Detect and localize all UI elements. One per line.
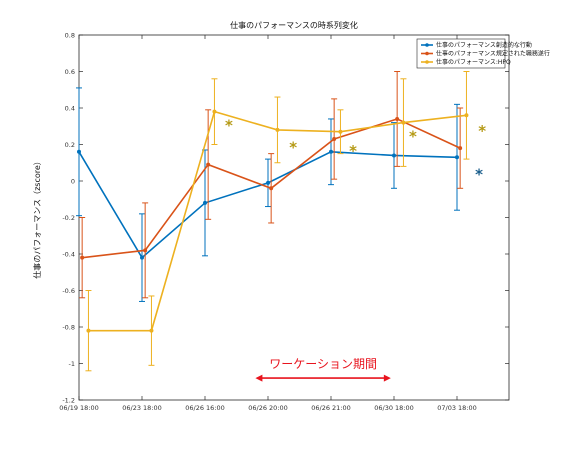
data-point <box>338 129 343 134</box>
legend-label: 仕事のパフォーマンス規定された職務遂行 <box>436 50 550 58</box>
significance-marker: * <box>349 142 357 160</box>
data-point <box>203 200 207 205</box>
data-point <box>269 186 274 191</box>
y-tick-label: 0.6 <box>65 68 75 76</box>
y-tick-label: -0.2 <box>62 214 75 222</box>
chart-title: 仕事のパフォーマンスの時系列変化 <box>230 20 358 30</box>
data-point <box>149 328 154 333</box>
x-tick-label: 06/23 18:00 <box>122 404 162 412</box>
series-layer <box>76 71 470 372</box>
series-2 <box>79 71 464 299</box>
series-3 <box>85 71 470 372</box>
data-point <box>266 180 270 185</box>
data-point <box>80 255 85 260</box>
y-tick-label: 0.4 <box>65 105 75 113</box>
data-point <box>143 248 148 253</box>
y-tick-label: -1 <box>69 360 75 368</box>
annotation-layer: ワーケーション期間 * * * * * * <box>225 116 486 382</box>
legend: 仕事のパフォーマンス創造的な行動仕事のパフォーマンス規定された職務遂行仕事のパフ… <box>416 38 550 69</box>
data-point <box>212 109 217 114</box>
x-tick-label: 06/26 20:00 <box>248 404 288 412</box>
x-tick-label: 06/19 18:00 <box>59 404 99 412</box>
period-arrow-head-right <box>383 374 391 382</box>
y-tick-label: 0 <box>71 178 75 186</box>
period-arrow-head-left <box>255 374 263 382</box>
x-tick-label: 06/26 21:00 <box>311 404 351 412</box>
data-point <box>392 153 396 158</box>
y-axis-label: 仕事のパフォーマンス（zscore） <box>32 157 42 279</box>
significance-marker: * <box>478 122 486 140</box>
legend-label: 仕事のパフォーマンス:HPQ <box>436 58 511 66</box>
data-point <box>86 328 91 333</box>
data-point <box>458 146 463 151</box>
legend-label: 仕事のパフォーマンス創造的な行動 <box>436 41 532 49</box>
x-tick-label: 06/26 16:00 <box>185 404 225 412</box>
data-point <box>275 127 280 132</box>
plot-area <box>78 34 510 401</box>
data-point <box>140 255 144 260</box>
data-point <box>206 162 211 167</box>
data-point <box>77 149 81 154</box>
data-point <box>464 113 469 118</box>
data-point <box>401 120 406 125</box>
y-tick-label: -1.2 <box>62 397 75 405</box>
data-point <box>395 116 400 121</box>
y-tick-label: 0.2 <box>65 141 75 149</box>
data-point <box>332 137 337 142</box>
period-label: ワーケーション期間 <box>269 357 377 371</box>
x-axis: 06/19 18:00 06/23 18:00 06/26 16:00 06/26 2… <box>59 35 477 412</box>
x-tick-label: 07/03 18:00 <box>437 404 477 412</box>
significance-marker: * <box>225 116 233 134</box>
legend-marker <box>425 43 429 47</box>
legend-marker <box>425 60 429 64</box>
legend-marker <box>425 51 429 56</box>
data-point <box>455 155 459 160</box>
y-tick-label: 0.8 <box>65 32 75 40</box>
significance-marker: * <box>409 127 417 145</box>
data-point <box>329 149 333 154</box>
significance-marker: * <box>475 166 483 184</box>
y-tick-label: -0.6 <box>62 287 75 295</box>
y-tick-label: -0.8 <box>62 324 75 332</box>
x-tick-label: 06/30 18:00 <box>374 404 414 412</box>
y-tick-label: -0.4 <box>62 251 75 259</box>
series-1 <box>76 87 460 302</box>
significance-marker: * <box>289 138 297 156</box>
